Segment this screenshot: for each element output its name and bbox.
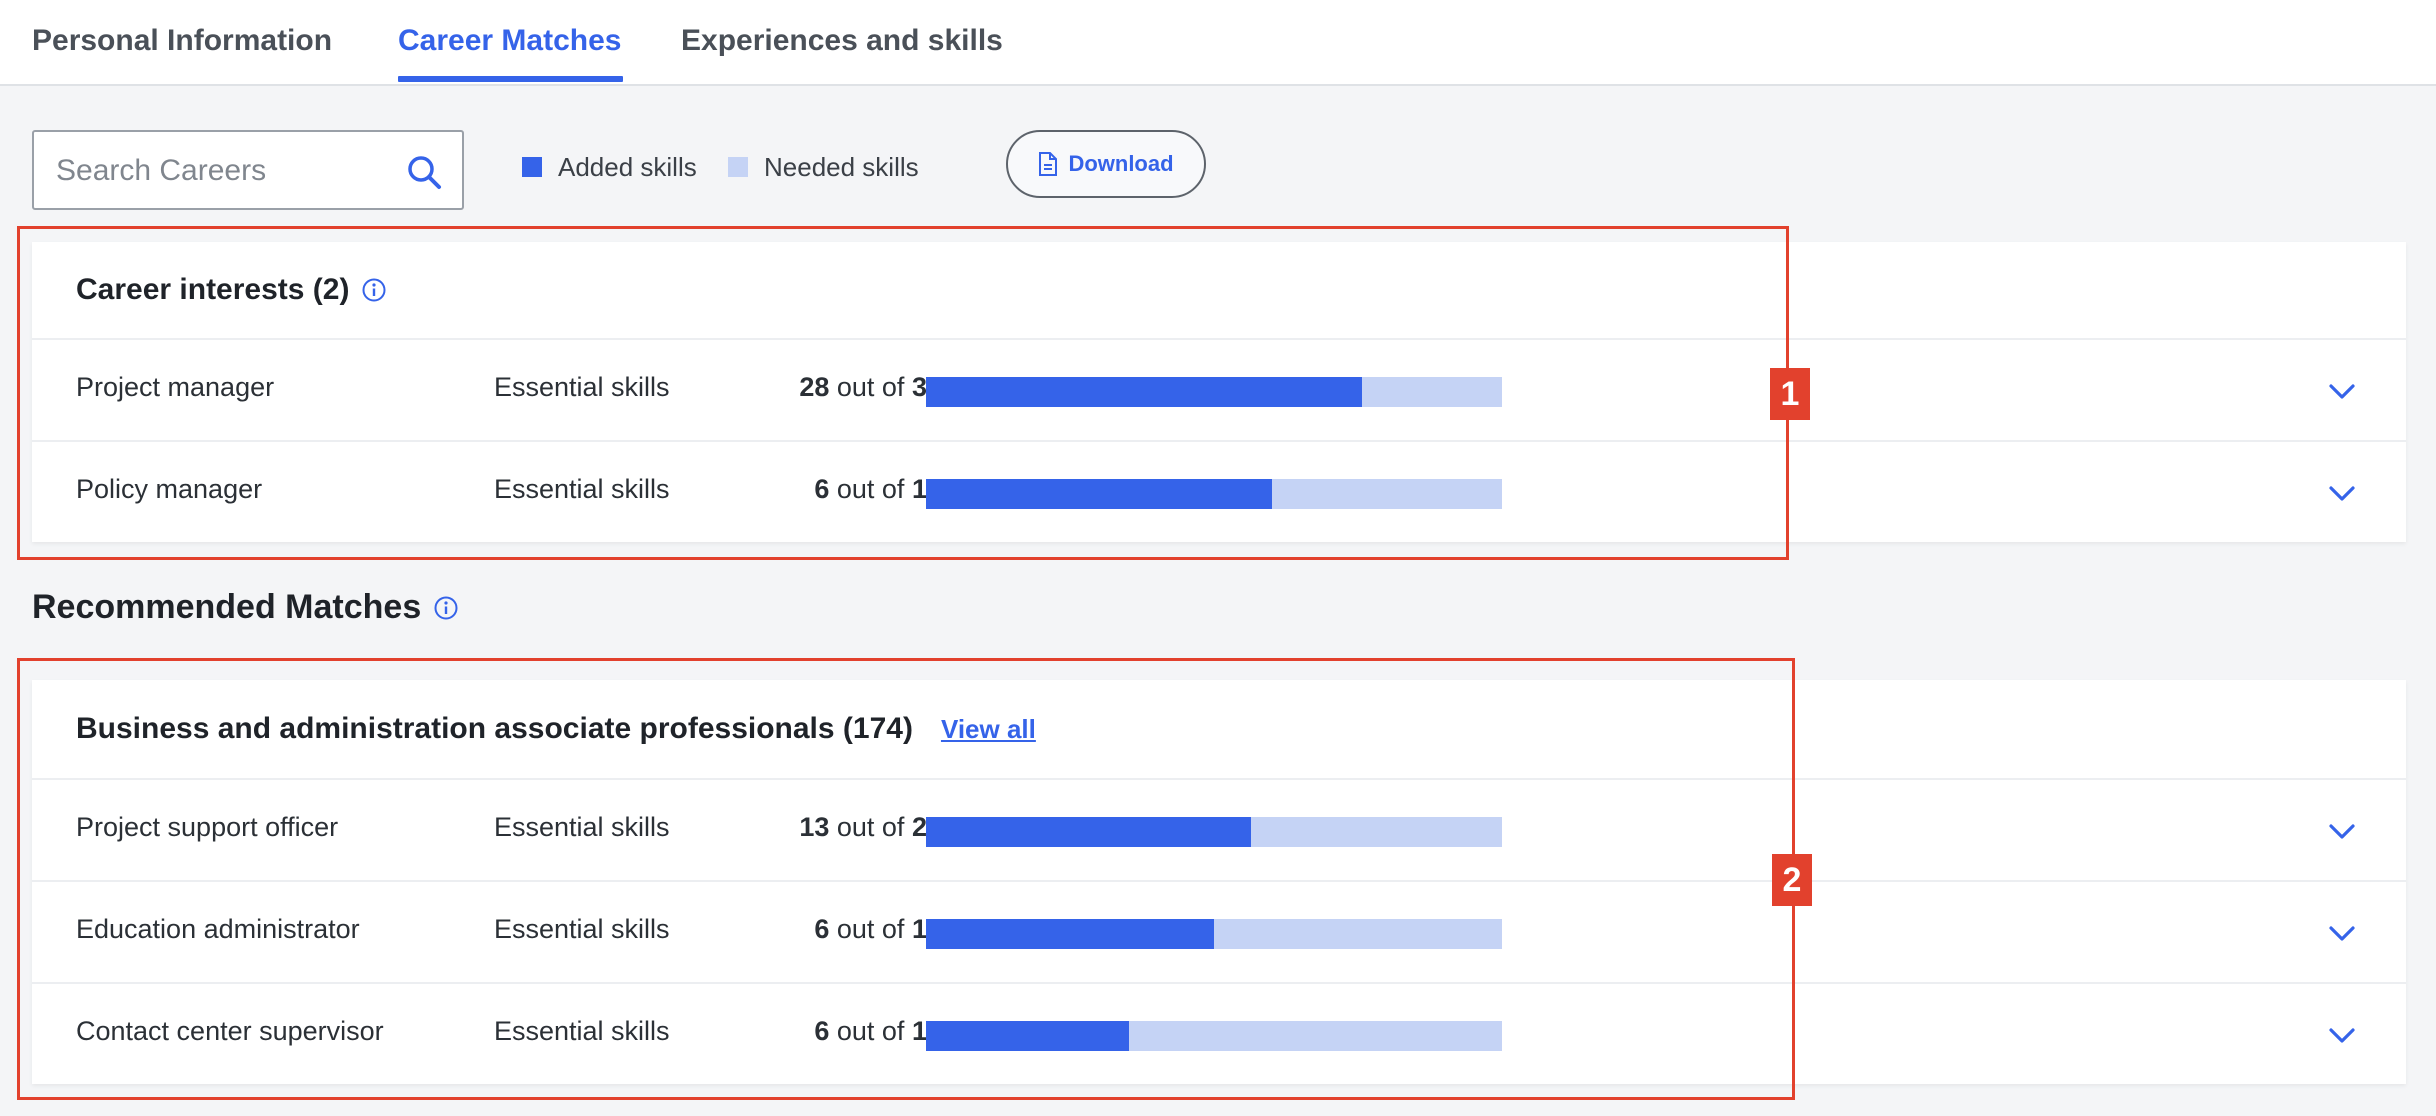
legend-added-swatch	[522, 157, 542, 177]
legend-needed-skills: Needed skills	[728, 150, 919, 184]
career-row[interactable]: Policy manager Essential skills 6 out of…	[32, 442, 2406, 544]
document-icon	[1039, 152, 1058, 176]
annotation-box-1	[17, 226, 1789, 560]
skills-progress-fill	[926, 919, 1214, 949]
recommended-group-header: Business and administration associate pr…	[32, 680, 2406, 780]
skills-progress-bar	[926, 377, 1502, 407]
tab-career-matches[interactable]: Career Matches	[398, 24, 622, 57]
skills-progress-fill	[926, 817, 1252, 847]
skills-label: Essential skills	[494, 914, 670, 944]
skills-label: Essential skills	[494, 372, 670, 402]
career-interests-header: Career interests (2)	[32, 242, 2406, 340]
recommended-matches-heading: Recommended Matches	[32, 588, 459, 627]
skills-progress-bar	[926, 919, 1502, 949]
tab-experiences-and-skills[interactable]: Experiences and skills	[681, 24, 1003, 57]
active-tab-indicator	[398, 76, 623, 82]
career-row[interactable]: Project support officer Essential skills…	[32, 780, 2406, 882]
chevron-down-icon[interactable]	[2326, 816, 2358, 846]
info-icon[interactable]	[433, 595, 459, 621]
annotation-badge-1: 1	[1770, 368, 1810, 420]
career-name: Education administrator	[76, 914, 360, 944]
career-row[interactable]: Education administrator Essential skills…	[32, 882, 2406, 984]
legend-needed-label: Needed skills	[764, 151, 919, 182]
skills-progress-bar	[926, 817, 1502, 847]
skills-progress-bar	[926, 1021, 1502, 1051]
recommended-group-title: Business and administration associate pr…	[76, 712, 913, 745]
skills-progress-bar	[926, 479, 1502, 509]
skills-progress-fill	[926, 377, 1363, 407]
career-name: Project manager	[76, 372, 275, 402]
career-row[interactable]: Project manager Essential skills 28 out …	[32, 340, 2406, 442]
skills-label: Essential skills	[494, 812, 670, 842]
chevron-down-icon[interactable]	[2326, 918, 2358, 948]
chevron-down-icon[interactable]	[2326, 376, 2358, 406]
annotation-badge-2: 2	[1772, 854, 1812, 906]
career-name: Project support officer	[76, 812, 339, 842]
career-name: Policy manager	[76, 474, 263, 504]
search-icon[interactable]	[404, 152, 444, 192]
tab-bar: Personal Information Career Matches Expe…	[0, 0, 2436, 86]
tab-personal-information[interactable]: Personal Information	[32, 24, 333, 57]
skills-progress-fill	[926, 479, 1272, 509]
recommended-group-card: Business and administration associate pr…	[32, 680, 2406, 1084]
career-row[interactable]: Contact center supervisor Essential skil…	[32, 984, 2406, 1086]
recommended-matches-title: Recommended Matches	[32, 588, 422, 626]
search-box	[32, 130, 464, 210]
chevron-down-icon[interactable]	[2326, 1020, 2358, 1050]
career-interests-title: Career interests (2)	[76, 273, 350, 306]
chevron-down-icon[interactable]	[2326, 478, 2358, 508]
info-icon[interactable]	[361, 277, 387, 303]
legend-needed-swatch	[728, 157, 748, 177]
skills-label: Essential skills	[494, 1016, 670, 1046]
annotation-box-2	[17, 658, 1795, 1100]
career-interests-card: Career interests (2) Project manager Ess…	[32, 242, 2406, 542]
skills-label: Essential skills	[494, 474, 670, 504]
search-input[interactable]	[56, 150, 386, 192]
skills-progress-fill	[926, 1021, 1130, 1051]
legend-added-label: Added skills	[558, 151, 697, 182]
download-button[interactable]: Download	[1006, 130, 1206, 198]
view-all-link[interactable]: View all	[940, 713, 1036, 744]
career-name: Contact center supervisor	[76, 1016, 384, 1046]
download-label: Download	[1068, 151, 1174, 176]
legend-added-skills: Added skills	[522, 150, 697, 184]
